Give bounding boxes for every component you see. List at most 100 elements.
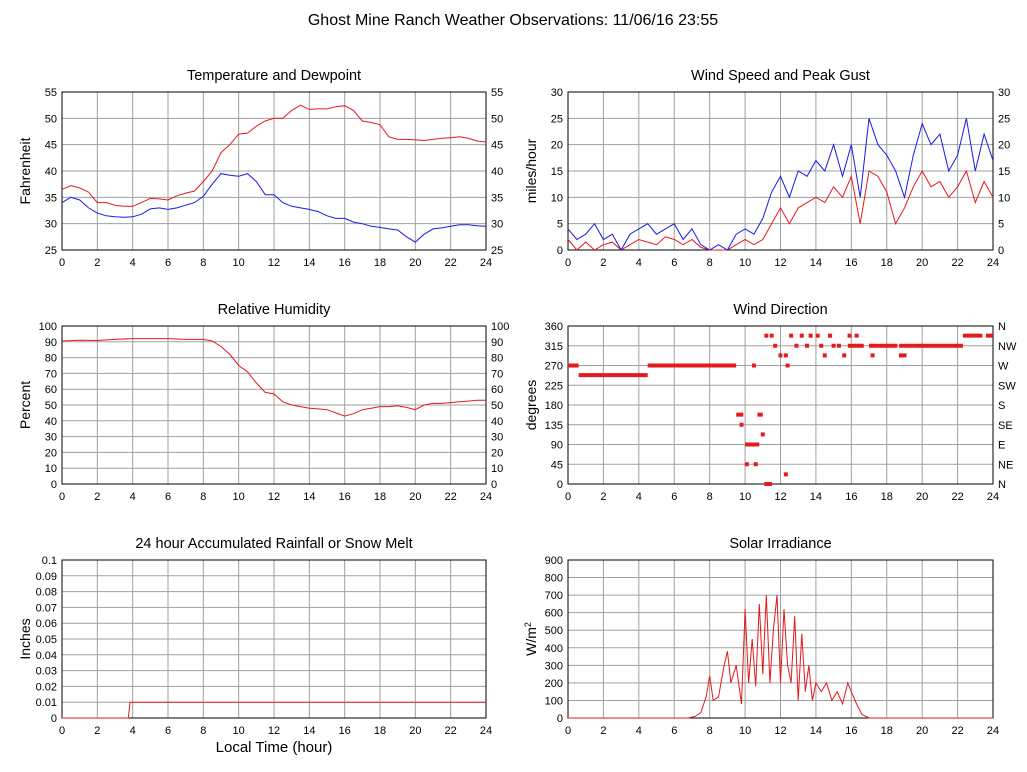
solar-ytick-label: 700 xyxy=(545,590,563,602)
wind-ytick-label: 10 xyxy=(551,192,563,204)
wdir-dir-point xyxy=(744,462,749,467)
wind-rtick-label: 30 xyxy=(998,87,1010,99)
rain-ytick-label: 0.07 xyxy=(36,602,57,614)
rain-series-line-0 xyxy=(62,701,486,719)
wdir-xtick-label: 10 xyxy=(739,491,751,503)
wind-xtick-label: 0 xyxy=(565,257,571,269)
rain-xtick-label: 10 xyxy=(233,725,245,737)
wdir-dir-point xyxy=(739,422,744,427)
wdir-dir-point xyxy=(764,333,769,338)
temp-xtick-label: 12 xyxy=(268,257,280,269)
wdir-dir-point xyxy=(783,353,788,358)
temp-xtick-label: 4 xyxy=(130,257,136,269)
wdir-dir-point xyxy=(808,333,813,338)
rain-xtick-label: 0 xyxy=(59,725,65,737)
wdir-xtick-label: 16 xyxy=(845,491,857,503)
solar-xtick-label: 12 xyxy=(774,725,786,737)
wdir-xtick-label: 22 xyxy=(951,491,963,503)
rh-rtick-label: 60 xyxy=(491,384,503,396)
wdir-dir-point xyxy=(828,333,833,338)
solar-ylabel: W/m2 xyxy=(523,622,539,656)
wdir-rtick-label: E xyxy=(998,440,1005,452)
temp-xtick-label: 2 xyxy=(94,257,100,269)
temp-xtick-label: 16 xyxy=(339,257,351,269)
rain-ytick-label: 0.1 xyxy=(42,555,57,567)
temp-xtick-label: 18 xyxy=(374,257,386,269)
wdir-dir-point xyxy=(870,353,875,358)
temp-ytick-label: 30 xyxy=(45,219,57,231)
solar-title: Solar Irradiance xyxy=(729,536,831,552)
temp-series-line-0 xyxy=(61,104,487,207)
wind-series-line-0 xyxy=(567,169,994,251)
solar-xtick-label: 8 xyxy=(707,725,713,737)
wdir-dir-point xyxy=(753,462,758,467)
rain-ytick-label: 0.05 xyxy=(36,634,57,646)
wind-ytick-label: 0 xyxy=(557,245,563,257)
rain-ytick-label: 0.04 xyxy=(36,650,57,662)
wdir-dir-point xyxy=(805,343,810,348)
rh-ytick-label: 40 xyxy=(45,416,57,428)
wdir-title: Wind Direction xyxy=(733,302,827,318)
wdir-xtick-label: 8 xyxy=(707,491,713,503)
wind-title: Wind Speed and Peak Gust xyxy=(691,68,870,84)
wdir-dir-point xyxy=(815,333,820,338)
temp-ytick-label: 35 xyxy=(45,192,57,204)
temp-xtick-label: 24 xyxy=(480,257,492,269)
rh-rtick-label: 80 xyxy=(491,353,503,365)
rh-rtick-label: 20 xyxy=(491,447,503,459)
rh-xtick-label: 8 xyxy=(200,491,206,503)
rh-ytick-label: 70 xyxy=(45,368,57,380)
rh-rtick-label: 30 xyxy=(491,432,503,444)
wind-xtick-label: 6 xyxy=(671,257,677,269)
solar-xtick-label: 0 xyxy=(565,725,571,737)
temp-rtick-label: 55 xyxy=(491,87,503,99)
temp-xtick-label: 22 xyxy=(445,257,457,269)
wdir-rtick-label: SE xyxy=(998,420,1013,432)
wdir-xtick-label: 20 xyxy=(916,491,928,503)
wind-ytick-label: 25 xyxy=(551,113,563,125)
wdir-dir-point xyxy=(819,343,824,348)
wdir-ytick-label: 180 xyxy=(545,400,563,412)
temp-series-line-1 xyxy=(61,173,487,243)
solar-xtick-label: 10 xyxy=(739,725,751,737)
wind-rtick-label: 0 xyxy=(998,245,1004,257)
wind-xtick-label: 16 xyxy=(845,257,857,269)
wdir-dir-point xyxy=(836,343,841,348)
wdir-ytick-label: 0 xyxy=(557,479,563,491)
wdir-dir-point xyxy=(769,333,774,338)
wdir-ytick-label: 225 xyxy=(545,380,563,392)
rh-xtick-label: 22 xyxy=(445,491,457,503)
wdir-dir-point xyxy=(822,353,827,358)
temp-rtick-label: 50 xyxy=(491,113,503,125)
rain-xtick-label: 4 xyxy=(130,725,136,737)
wind-ylabel: miles/hour xyxy=(523,138,539,203)
wdir-xtick-label: 6 xyxy=(671,491,677,503)
wdir-xtick-label: 12 xyxy=(774,491,786,503)
solar-ytick-label: 300 xyxy=(545,660,563,672)
rain-ytick-label: 0 xyxy=(51,713,57,725)
rain-xtick-label: 20 xyxy=(409,725,421,737)
rh-frame xyxy=(61,325,487,485)
rain-xtick-label: 2 xyxy=(94,725,100,737)
solar-xtick-label: 16 xyxy=(845,725,857,737)
solar-frame xyxy=(567,559,994,719)
wind-xtick-label: 10 xyxy=(739,257,751,269)
rh-ytick-label: 30 xyxy=(45,432,57,444)
wdir-xtick-label: 2 xyxy=(600,491,606,503)
rh-ytick-label: 60 xyxy=(45,384,57,396)
rh-xtick-label: 0 xyxy=(59,491,65,503)
wind-xtick-label: 20 xyxy=(916,257,928,269)
wind-xtick-label: 22 xyxy=(951,257,963,269)
rain-ytick-label: 0.01 xyxy=(36,697,57,709)
wind-xtick-label: 14 xyxy=(810,257,822,269)
rh-xtick-label: 4 xyxy=(130,491,136,503)
temp-ytick-label: 55 xyxy=(45,87,57,99)
solar-ylabel-sup: 2 xyxy=(523,622,533,627)
temp-xtick-label: 8 xyxy=(200,257,206,269)
rh-ytick-label: 20 xyxy=(45,447,57,459)
wdir-rtick-label: S xyxy=(998,400,1005,412)
rh-ytick-label: 10 xyxy=(45,463,57,475)
wdir-dir-point xyxy=(854,333,859,338)
temp-rtick-label: 40 xyxy=(491,166,503,178)
rain-xtick-label: 22 xyxy=(445,725,457,737)
